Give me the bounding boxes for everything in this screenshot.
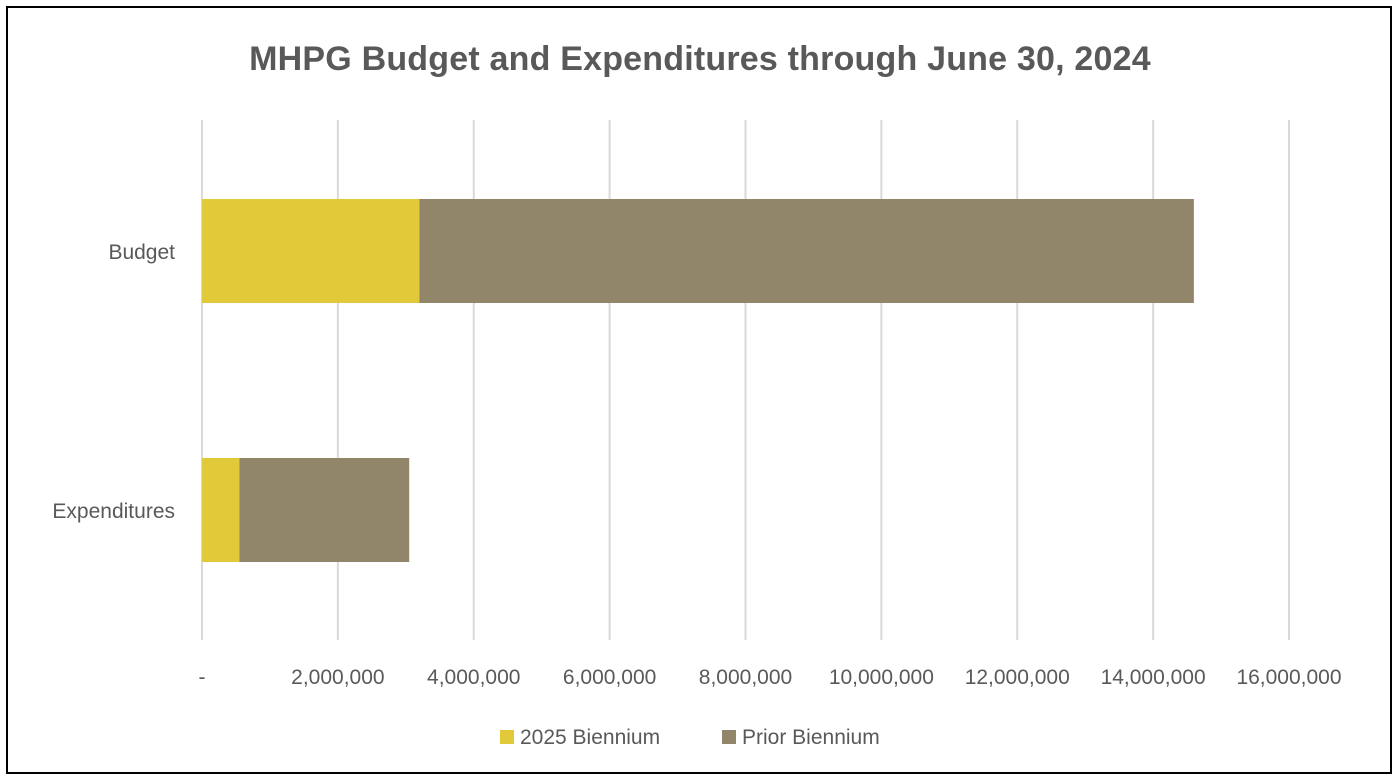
x-tick-label-2: 4,000,000	[427, 666, 520, 689]
chart-frame	[6, 6, 1392, 774]
x-tick-label-1: 2,000,000	[291, 666, 384, 689]
x-tick-label-7: 14,000,000	[1101, 666, 1206, 689]
category-labels: Budget Expenditures	[52, 241, 175, 523]
bar-budget-2025-biennium	[202, 199, 420, 303]
chart-title: MHPG Budget and Expenditures through Jun…	[249, 40, 1151, 78]
category-label-budget: Budget	[108, 241, 175, 264]
legend: 2025 Biennium Prior Biennium	[500, 726, 880, 749]
legend-label-0: 2025 Biennium	[520, 726, 660, 749]
bars	[202, 199, 1194, 562]
x-tick-label-8: 16,000,000	[1236, 666, 1341, 689]
x-tick-label-4: 8,000,000	[699, 666, 792, 689]
bar-budget-prior-biennium	[419, 199, 1194, 303]
x-tick-label-3: 6,000,000	[563, 666, 656, 689]
category-label-expenditures: Expenditures	[52, 500, 175, 523]
x-tick-labels: - 2,000,000 4,000,000 6,000,000 8,000,000 10,…	[199, 666, 1342, 689]
legend-label-1: Prior Biennium	[742, 726, 880, 749]
bar-expenditures-2025-biennium	[202, 458, 240, 562]
bar-expenditures-prior-biennium	[239, 458, 410, 562]
legend-swatch-0	[500, 730, 514, 744]
x-tick-label-5: 10,000,000	[829, 666, 934, 689]
legend-swatch-1	[722, 730, 736, 744]
x-tick-label-6: 12,000,000	[965, 666, 1070, 689]
x-tick-label-0: -	[199, 666, 206, 689]
